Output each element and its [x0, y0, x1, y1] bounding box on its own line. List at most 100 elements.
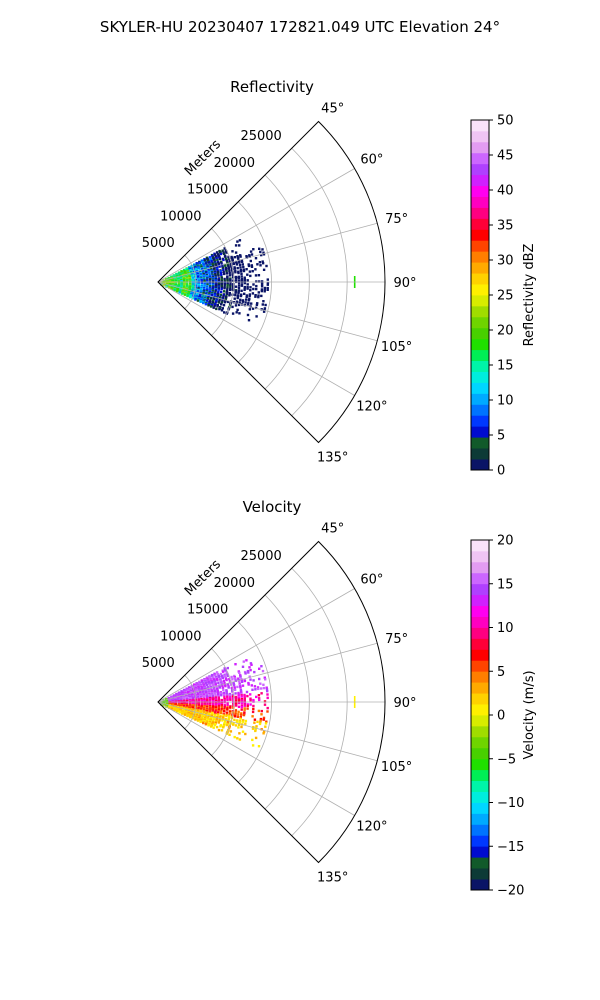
echo-bin [263, 308, 266, 312]
echo-bin [220, 287, 223, 291]
echo-bin [167, 706, 171, 709]
colorbar-segment [471, 693, 489, 705]
range-tick-label: 10000 [160, 210, 201, 225]
echo-bin [243, 708, 246, 711]
echo-bin [234, 697, 238, 700]
echo-bin [240, 692, 243, 696]
colorbar-tick-label: 0 [497, 464, 505, 479]
echo-bin [215, 671, 219, 674]
echo-bin [246, 303, 250, 306]
echo-bin [238, 239, 242, 242]
echo-bin [258, 261, 262, 264]
echo-bin [233, 256, 236, 259]
echo-bin [249, 274, 252, 278]
echo-bin [235, 720, 239, 723]
echo-bin [243, 696, 246, 699]
colorbar-segment [471, 725, 489, 738]
echo-bin [260, 665, 263, 668]
colorbar-segment [471, 769, 489, 782]
sector-outline [157, 120, 386, 444]
echo-bin [261, 262, 265, 265]
echo-bin [246, 707, 249, 710]
echo-bin [227, 255, 230, 259]
echo-bin [261, 303, 264, 306]
echo-bin [239, 674, 242, 677]
echo-bin [244, 732, 247, 736]
echo-bin [173, 708, 176, 712]
echo-bin [262, 310, 266, 313]
colorbar-segment [471, 594, 489, 607]
echo-bin [260, 253, 263, 257]
echo-bin [225, 270, 228, 273]
echo-bin [246, 283, 249, 286]
echo-bin [223, 283, 226, 287]
echo-bin [262, 683, 265, 686]
colorbar-tick-label: 40 [497, 184, 514, 199]
colorbar-tick-label: 5 [497, 429, 505, 444]
colorbar-tick-label: 20 [497, 534, 514, 549]
echo-bin [243, 704, 246, 707]
echo-bin [234, 277, 238, 280]
echo-bin [229, 683, 233, 686]
panel-title: Velocity [243, 498, 302, 516]
echo-bins [160, 659, 356, 748]
colorbar-segment [471, 835, 489, 847]
echo-bin [220, 303, 223, 306]
echo-bin [241, 299, 245, 302]
echo-bin [257, 295, 260, 299]
echo-bin [219, 293, 222, 296]
echo-bin [230, 256, 234, 260]
echo-bin [231, 276, 235, 279]
echo-bin [225, 251, 228, 254]
echo-bin [237, 290, 240, 293]
echo-bin [246, 273, 249, 276]
echo-bin [219, 672, 223, 676]
echo-bin [252, 248, 255, 251]
colorbar-segment [471, 360, 489, 372]
echo-bin [201, 680, 204, 684]
echo-bin [223, 311, 226, 314]
echo-bin [226, 704, 229, 707]
echo-bin [263, 676, 266, 679]
echo-bin [206, 283, 209, 286]
echo-bin [260, 281, 264, 285]
echo-bin [222, 268, 225, 271]
echo-bin [210, 260, 213, 263]
range-tick-label: 5000 [142, 236, 175, 251]
echo-bin [220, 290, 223, 294]
echo-bin [242, 268, 245, 271]
echo-bin [234, 692, 237, 695]
echo-bin [224, 264, 227, 268]
echo-bin [224, 717, 227, 721]
azimuth-spoke [157, 168, 355, 283]
echo-bin [231, 259, 234, 262]
echo-bin [205, 300, 209, 303]
echo-bin [238, 738, 242, 741]
echo-bin [209, 297, 213, 300]
echo-bin [262, 268, 266, 271]
echo-bin [247, 319, 251, 322]
echo-bin [207, 304, 210, 307]
echo-bin [248, 297, 251, 300]
echo-bin [239, 716, 242, 719]
echo-bin [245, 298, 248, 301]
echo-bin [237, 723, 241, 727]
echo-bin [207, 724, 210, 727]
colorbar-segment [471, 715, 489, 727]
echo-bin [258, 698, 261, 702]
colorbar-segment [471, 682, 489, 694]
echo-bin [251, 307, 255, 310]
echo-bin [257, 294, 260, 297]
echo-bin [211, 286, 215, 289]
echo-bin [259, 682, 262, 685]
colorbar-tick-label: 15 [497, 359, 514, 374]
echo-bin [240, 704, 244, 707]
echo-bin [249, 668, 252, 672]
echo-bin [240, 272, 243, 276]
echo-bin [252, 679, 255, 682]
echo-bin [264, 722, 268, 725]
echo-bin [220, 261, 223, 264]
echo-bin [266, 689, 269, 693]
echo-bin [250, 253, 254, 256]
echo-bin [199, 290, 203, 293]
